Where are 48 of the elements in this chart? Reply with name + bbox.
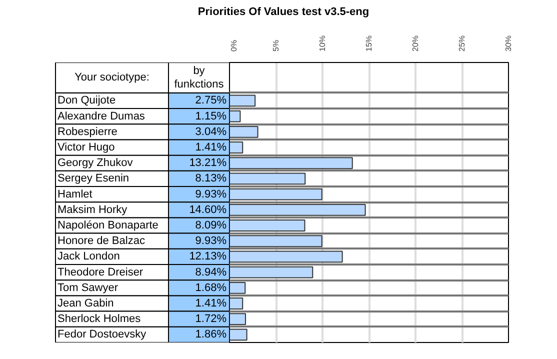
data-label: 8.13%: [195, 172, 227, 185]
x-tick-label: 30%: [504, 35, 513, 52]
data-label: 13.21%: [189, 157, 227, 170]
data-label: 3.04%: [195, 126, 227, 138]
y-tick-label: Theodore Dreiser: [58, 266, 144, 278]
bar: [230, 328, 248, 341]
data-label: 1.86%: [195, 328, 227, 341]
bar: [230, 298, 244, 310]
data-label: 14.60%: [189, 204, 227, 216]
text: by funkctions: [174, 65, 224, 90]
x-tick-label: 15%: [364, 35, 374, 52]
y-tick-label: Jean Gabin: [58, 298, 114, 310]
x-tick-label: 20%: [411, 35, 420, 52]
data-label: 1.41%: [195, 142, 227, 154]
y-tick-label: Georgy Zhukov: [58, 157, 134, 170]
y-tick-label: Don Quijote: [58, 94, 116, 107]
x-tick-label: 10%: [318, 35, 327, 52]
data-label: 1.41%: [195, 298, 227, 310]
data-label: 8.09%: [195, 220, 227, 232]
y-tick-label: Sherlock Holmes: [58, 313, 142, 326]
y-tick-label: Hamlet: [58, 188, 92, 200]
data-label: 1.68%: [195, 282, 227, 294]
x-tick-label: 25%: [458, 35, 466, 52]
y-tick-label: Napoléon Bonaparte: [58, 220, 158, 232]
y-tick-label: Jack London: [58, 250, 120, 263]
bar: [230, 142, 244, 154]
bar: [230, 110, 241, 122]
y-tick-label: Alexandre Dumas: [58, 110, 146, 122]
data-label: 1.15%: [195, 110, 227, 122]
y-tick-label: Robespierre: [58, 126, 118, 138]
y-tick-label: Honore de Balzac: [58, 235, 146, 248]
y-tick-label: Sergey Esenin: [58, 172, 130, 185]
chart-title: Priorities Of Values test v3.5-eng: [198, 6, 370, 18]
data-label: 12.13%: [189, 250, 227, 263]
data-label: 8.94%: [195, 266, 227, 278]
y-tick-label: Fedor Dostoevsky: [58, 328, 147, 341]
y-tick-label: Tom Sawyer: [58, 282, 118, 294]
bar: [230, 313, 246, 326]
x-tick-label: 5%: [272, 40, 280, 52]
y-axis-title: Your sociotype:: [74, 72, 150, 84]
data-label: 1.72%: [195, 313, 227, 326]
x-tick-label: 0%: [230, 40, 238, 52]
data-label: 9.93%: [195, 235, 227, 248]
y-tick-label: Maksim Horky: [58, 204, 128, 216]
y-tick-label: Victor Hugo: [58, 142, 115, 154]
data-label: 2.75%: [195, 94, 227, 107]
bar: [230, 282, 246, 294]
data-label: 9.93%: [195, 188, 227, 200]
